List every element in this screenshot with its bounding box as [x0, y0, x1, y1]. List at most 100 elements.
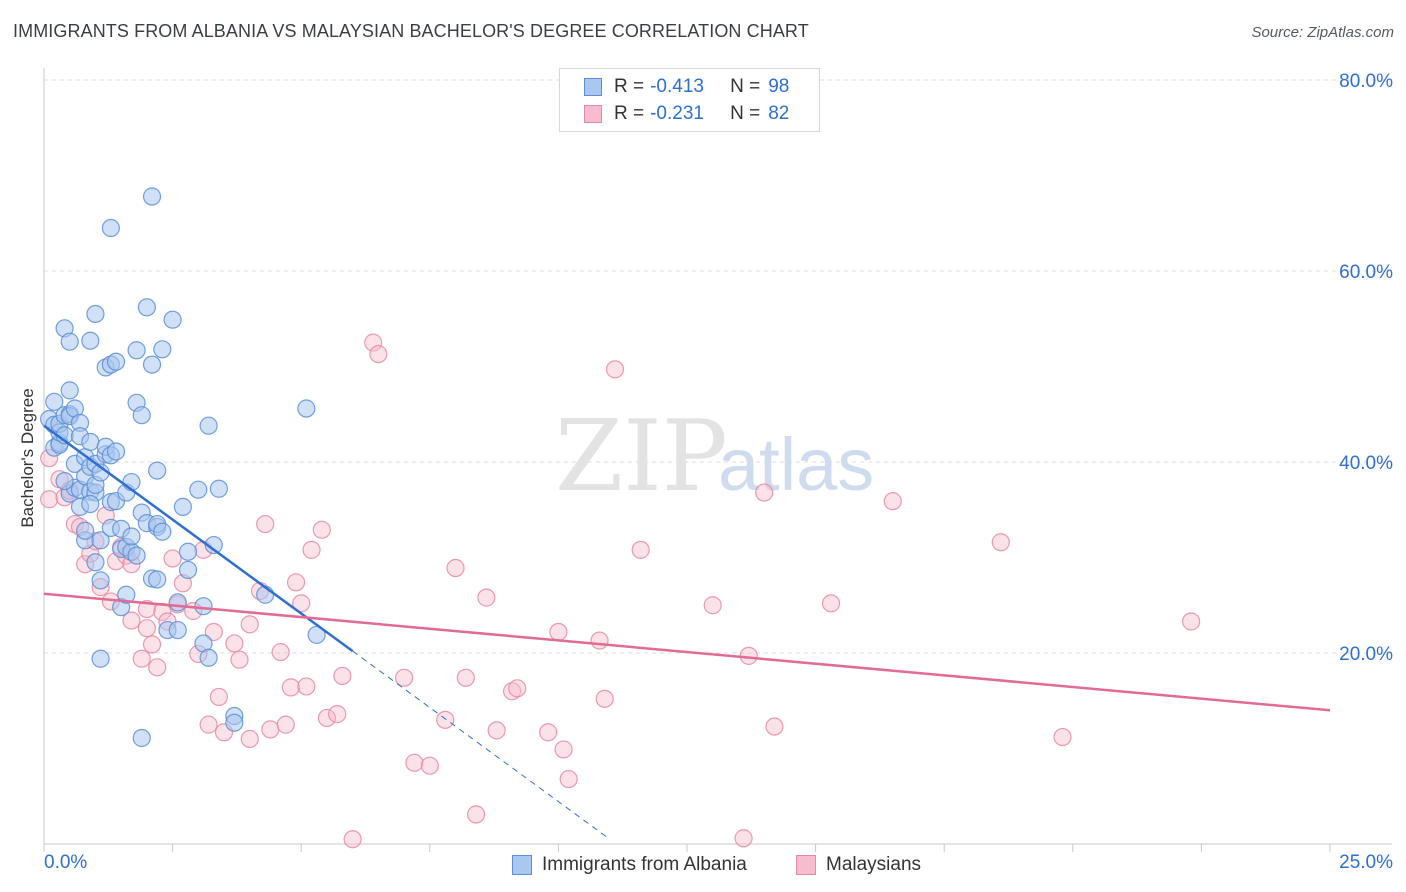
malaysian-point-59 — [436, 710, 455, 729]
albania-point-92 — [307, 625, 326, 644]
albania-point-80 — [178, 560, 198, 580]
malaysian-point-52 — [333, 666, 352, 686]
y-tick-labels: 20.0% 40.0% 60.0% 80.0% — [1339, 71, 1393, 665]
legend-row-albania: R = -0.413 N = 98 — [584, 74, 789, 100]
albania-point-90 — [256, 585, 275, 604]
malaysian-point-64 — [487, 721, 506, 740]
malaysian-point-40 — [256, 514, 275, 534]
malaysian-point-78 — [755, 483, 774, 502]
malaysian-point-74 — [631, 540, 650, 559]
gridlines — [44, 79, 1392, 654]
albania-point-74 — [153, 522, 172, 541]
watermark-zip: ZIP — [555, 400, 728, 514]
albania-point-87 — [209, 479, 228, 498]
malaysian-swatch — [584, 105, 602, 123]
malaysian-point-33 — [209, 687, 228, 707]
malaysian-point-62 — [466, 805, 486, 824]
malaysian-point-55 — [369, 344, 388, 364]
albania-point-89 — [225, 713, 244, 732]
malaysian-point-75 — [703, 596, 722, 615]
malaysian-point-54 — [364, 333, 383, 352]
albania-point-84 — [199, 648, 218, 667]
malaysian-point-71 — [590, 631, 609, 650]
malaysian-point-18 — [132, 649, 151, 668]
malaysian-point-65 — [503, 682, 522, 701]
malaysian-point-58 — [420, 756, 439, 775]
albania-point-35 — [86, 553, 105, 572]
albania-point-65 — [137, 298, 156, 317]
malaysian-n-value: 82 — [768, 103, 790, 124]
malaysian-point-49 — [312, 520, 331, 539]
albania-point-27 — [81, 331, 100, 350]
malaysian-point-38 — [240, 729, 259, 749]
malaysian-point-56 — [394, 668, 414, 687]
malaysian-point-73 — [605, 360, 625, 379]
malaysian-point-51 — [328, 705, 347, 724]
albania-point-69 — [148, 570, 167, 589]
y-tick-label-1: 40.0% — [1339, 453, 1393, 474]
albania-legend-label: Immigrants from Albania — [542, 854, 747, 875]
albania-r-value: -0.413 — [650, 76, 704, 97]
albania-point-85 — [199, 416, 218, 435]
albania-point-78 — [173, 497, 192, 516]
correlation-legend: R = -0.413 N = 98 R = -0.231 N = 82 — [559, 68, 820, 132]
malaysian-point-66 — [508, 679, 527, 698]
albania-point-58 — [122, 527, 141, 546]
malaysian-n-label: N = — [730, 103, 761, 124]
x-tick-label-max: 25.0% — [1339, 852, 1393, 873]
albania-point-96 — [122, 472, 141, 492]
malaysian-point-63 — [477, 588, 496, 607]
malaysian-point-60 — [446, 558, 465, 578]
albania-point-93 — [132, 728, 151, 748]
malaysian-r-value: -0.231 — [650, 103, 704, 124]
malaysian-point-81 — [883, 492, 902, 511]
malaysian-point-83 — [1053, 727, 1072, 747]
y-tick-label-3: 80.0% — [1339, 71, 1393, 92]
malaysian-point-48 — [302, 540, 321, 559]
albania-r-label: R = — [614, 76, 645, 97]
albania-point-91 — [297, 399, 316, 418]
albania-n-value: 98 — [768, 76, 790, 97]
malaysian-point-45 — [286, 573, 306, 592]
legend-row-malaysian: R = -0.231 N = 82 — [584, 101, 789, 127]
malaysian-trend-line — [43, 592, 1331, 712]
malaysian-point-69 — [554, 740, 573, 759]
albania-point-67 — [142, 355, 162, 374]
legend-item-malaysian: Malaysians — [796, 852, 921, 878]
x-tick-label-min: 0.0% — [44, 852, 88, 873]
watermark: ZIP atlas — [555, 400, 874, 514]
malaysian-point-25 — [163, 549, 182, 568]
albania-point-55 — [117, 585, 136, 604]
watermark-atlas: atlas — [718, 423, 874, 506]
malaysian-point-80 — [821, 594, 841, 613]
albania-point-76 — [163, 310, 182, 329]
malaysian-point-31 — [199, 715, 218, 734]
malaysian-point-35 — [225, 634, 244, 653]
albania-point-14 — [60, 332, 79, 351]
malaysian-point-41 — [261, 720, 280, 739]
malaysian-point-82 — [991, 533, 1010, 552]
albania-point-66 — [142, 187, 162, 206]
albania-point-59 — [127, 341, 146, 360]
y-tick-label-0: 20.0% — [1339, 644, 1393, 665]
albania-point-50 — [106, 442, 126, 461]
albania-point-94 — [168, 593, 187, 612]
malaysian-point-21 — [142, 635, 162, 654]
malaysian-point-79 — [765, 717, 784, 736]
albania-point-36 — [91, 531, 110, 550]
albania-point-34 — [86, 304, 105, 324]
albania-point-77 — [168, 620, 187, 640]
malaysian-point-20 — [137, 619, 156, 638]
malaysian-point-36 — [230, 650, 249, 669]
albania-n-label: N = — [730, 76, 761, 97]
malaysian-point-61 — [456, 668, 475, 687]
source-credit: Source: ZipAtlas.com — [1251, 24, 1394, 41]
malaysian-legend-label: Malaysians — [826, 854, 922, 875]
malaysian-point-50 — [317, 708, 337, 728]
malaysian-point-46 — [292, 594, 311, 613]
malaysian-point-68 — [549, 622, 568, 642]
legend-item-albania: Immigrants from Albania — [512, 852, 747, 878]
albania-point-37 — [91, 571, 110, 590]
albania-trend-line — [43, 424, 354, 653]
albania-point-73 — [153, 340, 172, 359]
